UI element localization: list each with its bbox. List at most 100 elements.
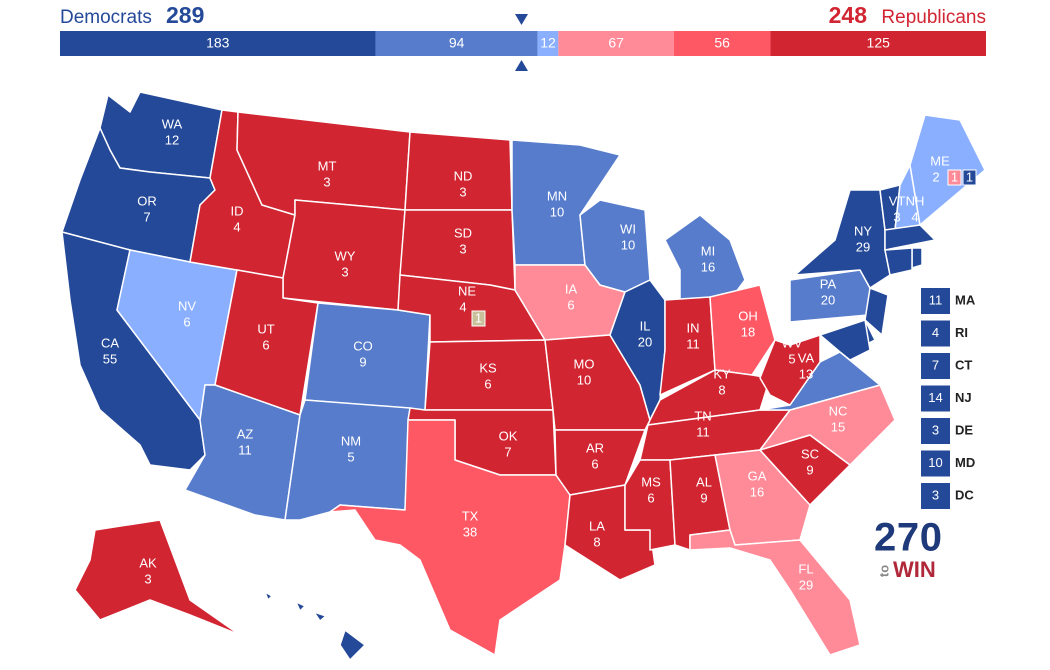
state-shape[interactable] xyxy=(624,459,676,551)
state-votes: 29 xyxy=(799,577,813,592)
state-abbr: WA xyxy=(162,116,183,131)
state-shape[interactable] xyxy=(689,529,861,656)
bar-segment xyxy=(375,31,538,56)
bar-segment-label: 56 xyxy=(714,35,730,51)
state-votes: 3 xyxy=(459,241,466,256)
bar-segment xyxy=(537,31,559,56)
state-shape[interactable] xyxy=(884,224,936,251)
state-votes: 20 xyxy=(821,292,835,307)
state-votes: 5 xyxy=(788,351,795,366)
state-abbr: FL xyxy=(798,561,813,576)
state-abbr: MT xyxy=(318,158,337,173)
state-votes: 6 xyxy=(567,297,574,312)
state-shape[interactable] xyxy=(759,334,821,406)
state-abbr: WI xyxy=(620,221,636,236)
district-votes: 1 xyxy=(966,169,973,184)
state-abbr: SC xyxy=(801,446,819,461)
district-box[interactable] xyxy=(962,169,977,186)
state-shape[interactable] xyxy=(911,247,923,269)
small-state-abbr: MA xyxy=(955,292,976,307)
district-box[interactable] xyxy=(471,310,486,327)
small-state-box[interactable] xyxy=(921,418,950,444)
state-abbr: HI xyxy=(316,630,329,645)
state-abbr: WV xyxy=(782,335,803,350)
state-votes: 16 xyxy=(701,259,715,274)
state-shape[interactable] xyxy=(864,287,889,336)
state-votes: 13 xyxy=(799,366,813,381)
state-votes: 9 xyxy=(700,490,707,505)
state-abbr: AL xyxy=(696,474,712,489)
state-shape[interactable] xyxy=(819,319,871,361)
state-votes: 18 xyxy=(741,324,755,339)
state-shape[interactable] xyxy=(313,611,327,622)
rep-total: 248 xyxy=(829,2,868,28)
state-votes: 20 xyxy=(638,334,652,349)
state-votes: 11 xyxy=(686,336,700,351)
state-shape[interactable] xyxy=(884,247,913,276)
state-abbr: OH xyxy=(738,308,758,323)
small-state-box[interactable] xyxy=(921,385,950,412)
logo-number: 270 xyxy=(874,516,942,560)
logo: 270 to WIN xyxy=(874,516,942,582)
small-state-box[interactable] xyxy=(921,320,950,347)
bar-segment-label: 94 xyxy=(449,35,465,51)
small-state-box[interactable] xyxy=(921,483,950,509)
us-map: WA12OR7CA55NV6ID4MT3WY3UT6AZ11CO9NM5ND3S… xyxy=(61,91,986,661)
state-shape[interactable] xyxy=(339,629,366,661)
state-abbr: NV xyxy=(178,298,196,313)
bar-segment-label: 125 xyxy=(867,35,891,51)
state-votes: 10 xyxy=(550,204,564,219)
state-votes: 6 xyxy=(484,376,491,391)
small-state-votes: 7 xyxy=(932,357,939,372)
state-shape[interactable] xyxy=(659,296,716,396)
state-votes: 4 xyxy=(318,646,325,661)
state-votes: 12 xyxy=(165,132,179,147)
state-votes: 9 xyxy=(359,354,366,369)
state-shape[interactable] xyxy=(304,302,431,411)
district-votes: 1 xyxy=(475,310,482,325)
state-votes: 6 xyxy=(262,337,269,352)
state-abbr: OR xyxy=(137,193,157,208)
small-state-box[interactable] xyxy=(921,288,950,314)
state-abbr: NY xyxy=(854,223,872,238)
state-votes: 3 xyxy=(323,174,330,189)
bar-segment xyxy=(558,31,674,56)
small-state-box[interactable] xyxy=(921,450,950,477)
logo-to: to xyxy=(876,565,891,577)
state-votes: 3 xyxy=(459,184,466,199)
small-state-votes: 14 xyxy=(928,390,942,405)
state-votes: 4 xyxy=(911,209,918,224)
state-abbr: VA xyxy=(798,350,815,365)
state-votes: 8 xyxy=(718,382,725,397)
state-votes: 9 xyxy=(806,462,813,477)
state-abbr: MS xyxy=(641,474,661,489)
dem-total: 289 xyxy=(166,2,204,28)
state-shape[interactable] xyxy=(329,419,571,656)
state-abbr: TX xyxy=(462,508,479,523)
district-votes: 1 xyxy=(951,169,958,184)
state-votes: 38 xyxy=(463,524,477,539)
state-votes: 16 xyxy=(750,484,764,499)
state-shape[interactable] xyxy=(264,591,273,601)
state-votes: 4 xyxy=(233,219,240,234)
state-votes: 6 xyxy=(591,456,598,471)
state-abbr: NE xyxy=(458,283,476,298)
state-abbr: AR xyxy=(586,440,604,455)
small-state-abbr: MD xyxy=(955,455,975,470)
small-state-votes: 3 xyxy=(932,487,939,502)
state-abbr: WY xyxy=(335,248,356,263)
state-shape[interactable] xyxy=(709,284,776,376)
district-box[interactable] xyxy=(947,169,962,186)
state-abbr: ND xyxy=(454,168,473,183)
small-state-abbr: NJ xyxy=(955,390,972,405)
state-votes: 10 xyxy=(621,237,635,252)
bar-segment-label: 183 xyxy=(206,35,230,51)
small-state-votes: 3 xyxy=(932,422,939,437)
state-shape[interactable] xyxy=(295,601,306,612)
small-state-box[interactable] xyxy=(921,353,950,379)
state-shape[interactable] xyxy=(74,519,241,636)
state-votes: 3 xyxy=(341,264,348,279)
state-abbr: CO xyxy=(353,338,373,353)
state-abbr: LA xyxy=(589,518,605,533)
